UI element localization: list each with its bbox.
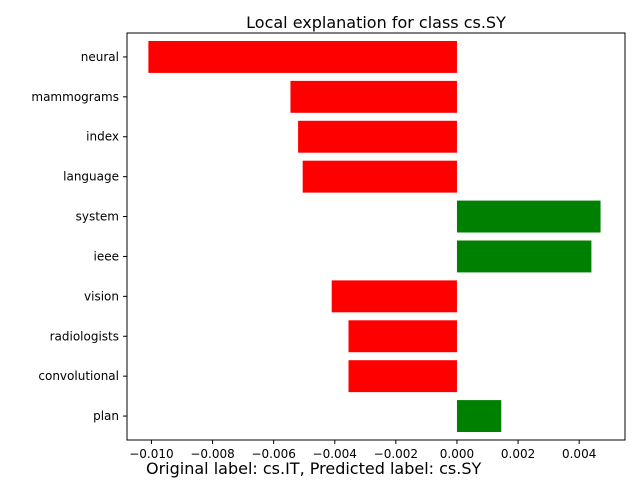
y-tick-label-radiologists: radiologists <box>50 329 119 343</box>
bar-index <box>298 120 457 153</box>
x-tick-label: −0.010 <box>129 447 173 461</box>
bar-group <box>148 40 601 433</box>
x-tick-label: 0.000 <box>440 447 474 461</box>
y-tick-labels: plan convolutional radiologists vision ieee s… <box>31 50 127 423</box>
bar-language <box>302 160 457 193</box>
x-axis: −0.010 −0.008 −0.006 −0.004 −0.002 0.000 0.002… <box>129 440 596 461</box>
y-tick-label-neural: neural <box>81 50 119 64</box>
x-tick-label: 0.002 <box>501 447 535 461</box>
bar-system <box>456 200 601 233</box>
y-tick-label-convolutional: convolutional <box>38 369 119 383</box>
plot-frame <box>126 32 626 441</box>
y-tick-label-index: index <box>86 130 119 144</box>
bar-convolutional <box>348 360 457 393</box>
chart-title: Local explanation for class cs.SY <box>246 13 506 32</box>
x-tick-label: −0.006 <box>251 447 295 461</box>
bar-radiologists <box>348 320 457 353</box>
y-tick-label-ieee: ieee <box>94 249 119 263</box>
y-tick-label-system: system <box>76 210 119 224</box>
bar-plan <box>456 400 502 433</box>
y-tick-label-language: language <box>63 170 119 184</box>
x-tick-label: −0.004 <box>313 447 357 461</box>
x-tick-label: −0.002 <box>374 447 418 461</box>
bar-mammograms <box>290 80 457 113</box>
bar-neural <box>148 40 457 73</box>
x-tick-label: 0.004 <box>562 447 596 461</box>
bar-ieee <box>456 240 592 273</box>
bar-vision <box>331 280 457 313</box>
y-tick-label-plan: plan <box>93 409 119 423</box>
y-tick-label-vision: vision <box>84 289 119 303</box>
y-tick-label-mammograms: mammograms <box>31 90 119 104</box>
prediction-caption: Original label: cs.IT, Predicted label: … <box>146 459 482 478</box>
x-tick-label: −0.008 <box>190 447 234 461</box>
